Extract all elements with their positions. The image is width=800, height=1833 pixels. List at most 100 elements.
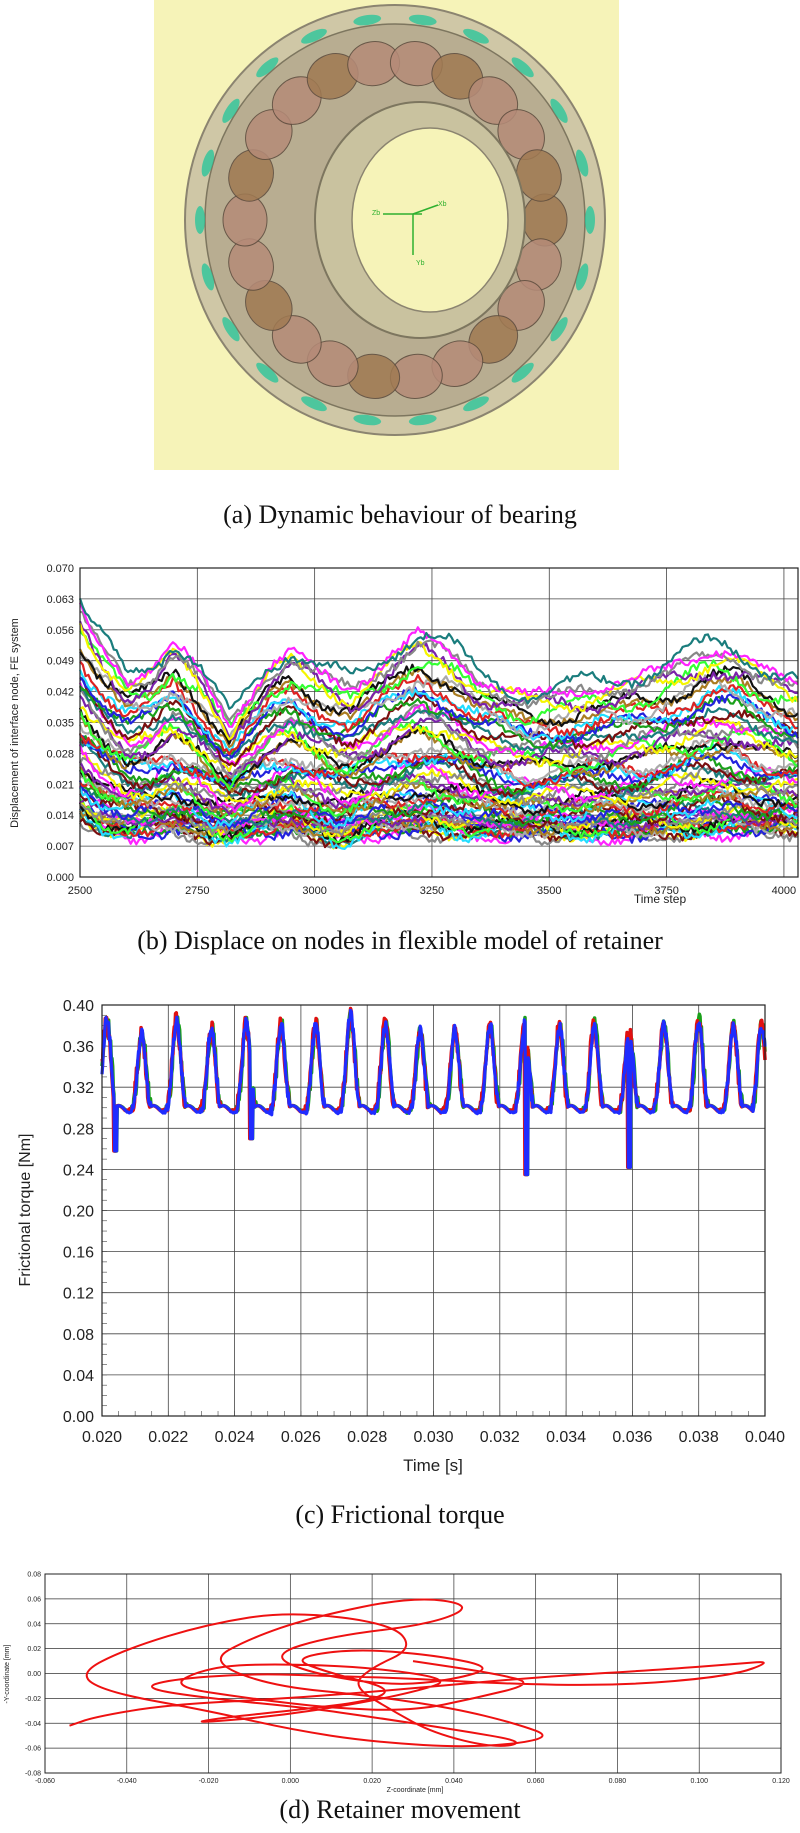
- contact-force-marker: [575, 263, 589, 291]
- retainer-xtick-label: 0.000: [282, 1778, 300, 1785]
- contact-force-marker: [353, 414, 382, 426]
- torque-ytick-label: 0.08: [63, 1327, 94, 1344]
- retainer-trajectory-line: [69, 1598, 765, 1748]
- displacement-ytick-label: 0.028: [46, 748, 74, 760]
- displacement-series-line: [80, 735, 799, 790]
- contact-force-marker: [222, 317, 240, 342]
- retainer-ytick-label: 0.00: [27, 1671, 41, 1678]
- torque-ytick-label: 0.28: [63, 1121, 94, 1138]
- contact-force-marker: [550, 98, 568, 123]
- bearing-coordinate-axes: Zb Xb Yb: [372, 201, 447, 267]
- displacement-series-line: [79, 802, 799, 837]
- displacement-series-line: [78, 787, 799, 830]
- contact-force-marker: [585, 206, 595, 234]
- contact-force-marker: [511, 57, 534, 78]
- retainer-xlabel: Z-coordinate [mm]: [387, 1787, 444, 1794]
- displacement-xtick-label: 2750: [185, 885, 209, 897]
- displacement-ytick-label: 0.021: [46, 779, 74, 791]
- torque-xtick-label: 0.040: [745, 1429, 785, 1446]
- bearing-image: Zb Xb Yb: [154, 0, 619, 470]
- roller: [222, 193, 268, 247]
- torque-grid: [101, 1004, 766, 1417]
- displacement-ytick-label: 0.035: [46, 718, 74, 730]
- displacement-series-line: [78, 710, 799, 791]
- caption-c: (c) Frictional torque: [295, 1500, 505, 1529]
- torque-chart: 0.00 0.04 0.08 0.12 0.16 0.20 0.24 0.28 0.32 0.36…: [17, 998, 785, 1475]
- contact-force-marker: [195, 206, 205, 234]
- axis-label-x: Xb: [438, 201, 447, 208]
- displacement-ylabel: Displacement of interface node, FE syste…: [9, 618, 21, 828]
- torque-xtick-label: 0.036: [612, 1429, 652, 1446]
- displacement-ytick-label: 0.049: [46, 656, 74, 668]
- displacement-series-line: [78, 744, 798, 813]
- contact-force-marker: [550, 317, 568, 342]
- contact-force-marker: [353, 14, 382, 26]
- caption-a: (a) Dynamic behaviour of bearing: [223, 500, 577, 529]
- torque-xtick-label: 0.024: [215, 1429, 255, 1446]
- torque-series-group: [100, 1006, 767, 1177]
- retainer-xtick-label: 0.080: [609, 1778, 627, 1785]
- contact-force-marker: [222, 98, 240, 123]
- torque-xtick-label: 0.038: [679, 1429, 719, 1446]
- retainer-chart-panel: 0.08 0.06 0.04 0.02 0.00 -0.02 -0.04 -0.06 -0.08…: [0, 1560, 800, 1800]
- torque-xtick-label: 0.034: [546, 1429, 586, 1446]
- retainer-xtick-label: 0.100: [690, 1778, 708, 1785]
- torque-ylabel: Frictional torque [Nm]: [17, 1134, 34, 1287]
- contact-force-marker: [463, 28, 489, 44]
- bearing-model: [184, 4, 606, 436]
- displacement-chart-panel: 0.000 0.007 0.014 0.021 0.028 0.035 0.042 0.049…: [0, 555, 800, 915]
- contact-force-marker: [408, 414, 437, 426]
- retainer-ytick-label: -0.08: [25, 1771, 41, 1778]
- retainer-plot-frame: [44, 1573, 782, 1774]
- displacement-chart: 0.000 0.007 0.014 0.021 0.028 0.035 0.042 0.049…: [9, 563, 800, 906]
- displacement-ytick-label: 0.007: [46, 841, 74, 853]
- caption-d: (d) Retainer movement: [279, 1795, 521, 1824]
- displacement-xtick-label: 3000: [302, 885, 326, 897]
- displacement-ytick-label: 0.000: [46, 872, 74, 884]
- retainer-ylabel: -Y-coordinate [mm]: [4, 1645, 11, 1704]
- torque-xtick-label: 0.022: [148, 1429, 188, 1446]
- retainer-ytick-label: -0.02: [25, 1696, 41, 1703]
- displacement-ytick-label: 0.070: [46, 563, 74, 575]
- displacement-series-line: [78, 724, 799, 785]
- torque-xtick-label: 0.020: [82, 1429, 122, 1446]
- displacement-series-group: [78, 598, 800, 850]
- displacement-series-line: [79, 706, 799, 773]
- contact-force-marker: [408, 14, 437, 26]
- displacement-series-line: [79, 733, 799, 789]
- retainer-ytick-label: 0.02: [27, 1646, 41, 1653]
- retainer-series-group: [69, 1598, 765, 1748]
- retainer-xtick-label: -0.020: [199, 1778, 219, 1785]
- displacement-series-line: [79, 817, 799, 849]
- contact-force-marker: [256, 57, 279, 78]
- torque-plot-frame: [101, 1004, 766, 1417]
- torque-ytick-label: 0.40: [63, 998, 94, 1015]
- torque-ytick-label: 0.36: [63, 1039, 94, 1056]
- displacement-xtick-label: 2500: [68, 885, 92, 897]
- displacement-xtick-label: 3750: [654, 885, 678, 897]
- retainer-chart: 0.08 0.06 0.04 0.02 0.00 -0.02 -0.04 -0.06 -0.08…: [4, 1572, 790, 1795]
- contact-force-marker: [201, 149, 215, 177]
- retainer-ytick-label: 0.04: [27, 1621, 41, 1628]
- displacement-ytick-label: 0.063: [46, 594, 74, 606]
- displacement-series-line: [79, 769, 799, 820]
- displacement-xtick-label: 3500: [537, 885, 561, 897]
- retainer-ytick-label: 0.08: [27, 1572, 41, 1579]
- torque-ytick-label: 0.12: [63, 1286, 94, 1303]
- displacement-series-line: [79, 660, 799, 756]
- displacement-series-line: [79, 685, 799, 755]
- displacement-xlabel: Time step: [634, 892, 687, 906]
- torque-ytick-label: 0.32: [63, 1080, 94, 1097]
- retainer-ytick-label: -0.06: [25, 1746, 41, 1753]
- retainer-xtick-label: 0.060: [527, 1778, 545, 1785]
- displacement-series-line: [79, 760, 799, 816]
- torque-series-line: [100, 1008, 767, 1177]
- displacement-ytick-label: 0.042: [46, 687, 74, 699]
- contact-force-marker: [463, 396, 489, 412]
- displacement-series-line: [78, 622, 799, 741]
- caption-b: (b) Displace on nodes in flexible model …: [137, 926, 663, 955]
- torque-tick-labels: 0.00 0.04 0.08 0.12 0.16 0.20 0.24 0.28 0.32 0.36…: [63, 998, 785, 1446]
- retainer-xtick-label: -0.060: [35, 1778, 55, 1785]
- displacement-ytick-label: 0.014: [46, 810, 74, 822]
- torque-xtick-label: 0.032: [480, 1429, 520, 1446]
